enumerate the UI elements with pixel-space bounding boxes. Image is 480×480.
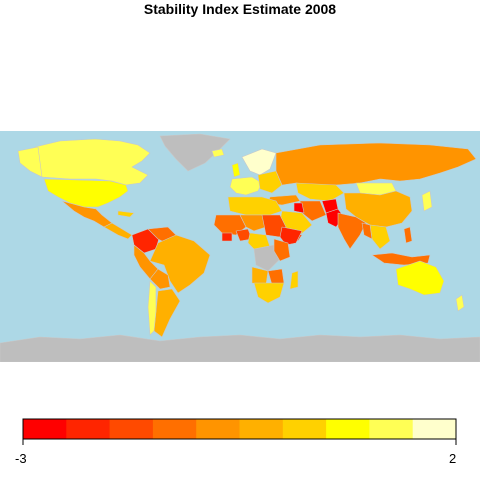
country-europe-west — [229, 176, 263, 196]
country-madagascar — [289, 270, 299, 290]
legend-swatches — [23, 419, 457, 439]
country-alaska — [17, 146, 43, 178]
country-new-zealand — [455, 294, 465, 312]
country-chile — [147, 280, 157, 336]
legend-swatch — [282, 419, 327, 439]
legend-swatch — [369, 419, 414, 439]
legend-swatch — [152, 419, 197, 439]
legend-max-label: 2 — [449, 451, 457, 466]
country-japan — [421, 190, 433, 212]
country-ivory-coast — [221, 232, 233, 242]
legend-min-label: -3 — [15, 451, 27, 466]
country-philippines — [403, 226, 413, 244]
legend-swatch — [412, 419, 457, 439]
country-australia — [395, 260, 445, 296]
legend-frame — [22, 418, 457, 440]
legend-swatch — [196, 419, 240, 439]
world-choropleth-map — [0, 131, 480, 362]
country-canada — [34, 138, 151, 186]
country-drc — [253, 244, 281, 272]
country-brazil — [149, 234, 211, 294]
country-horn-of-africa — [279, 226, 303, 246]
country-iraq — [293, 202, 305, 214]
country-india — [337, 212, 367, 250]
country-antarctica — [0, 334, 480, 362]
country-north-africa — [227, 196, 283, 216]
country-uk — [231, 162, 241, 178]
country-indonesia — [371, 252, 431, 266]
country-scandinavia — [241, 148, 277, 176]
legend-swatch — [66, 419, 111, 439]
country-usa — [43, 178, 129, 208]
legend-swatch — [23, 419, 67, 439]
country-russia — [275, 142, 477, 186]
country-europe-east — [257, 170, 283, 194]
legend-swatch — [239, 419, 284, 439]
country-myanmar — [361, 222, 373, 240]
color-legend — [22, 418, 457, 445]
map-title: Stability Index Estimate 2008 — [143, 1, 337, 17]
country-sahel — [239, 214, 267, 232]
countries — [0, 133, 480, 362]
country-east-africa — [273, 238, 291, 262]
country-cuba — [117, 210, 135, 218]
legend-swatch — [326, 419, 370, 439]
country-southern-africa — [253, 282, 285, 304]
legend-swatch — [109, 419, 154, 439]
country-greenland — [159, 133, 231, 172]
country-iceland — [211, 148, 225, 158]
country-china — [343, 190, 413, 228]
country-bolivia — [149, 268, 171, 290]
